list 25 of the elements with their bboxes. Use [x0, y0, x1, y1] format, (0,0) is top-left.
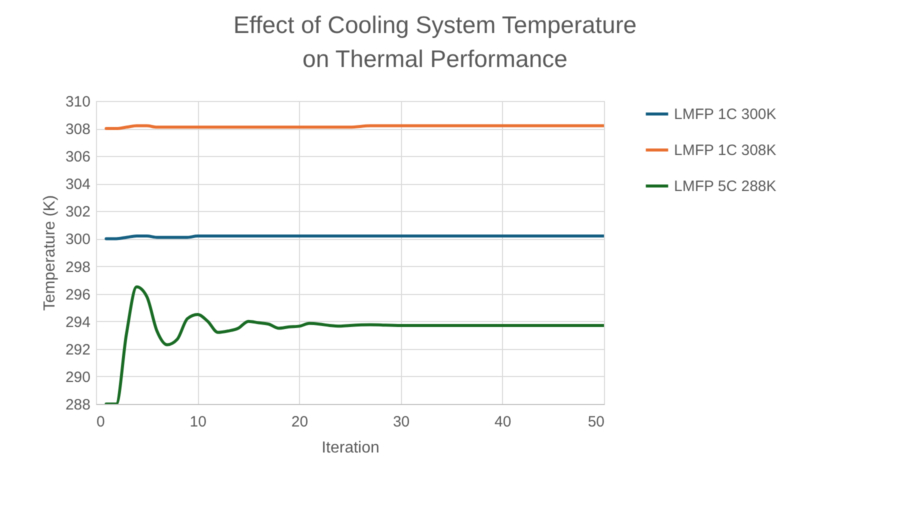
line-series — [104, 285, 604, 404]
y-tick-label: 306 — [65, 148, 90, 166]
x-tick-label: 50 — [588, 414, 604, 430]
y-tick-label: 296 — [65, 286, 90, 304]
x-tick-label: 40 — [494, 414, 512, 430]
legend-label: LMFP 5C 288K — [674, 178, 776, 195]
y-tick-label: 298 — [65, 258, 90, 276]
y-tick-label: 310 — [65, 94, 90, 110]
y-tick-label: 290 — [65, 368, 90, 386]
y-tick-label: 294 — [65, 314, 90, 331]
x-tick-label: 20 — [291, 414, 308, 430]
y-tick-label: 302 — [65, 204, 90, 221]
x-tick-label: 30 — [392, 414, 410, 430]
legend-label: LMFP 1C 308K — [674, 142, 776, 159]
x-tick-label: 0 — [96, 414, 105, 430]
chart-title: Effect of Cooling System Temperature on Thermal Performance — [233, 12, 637, 73]
y-tick-label: 300 — [65, 231, 90, 248]
legend-label: LMFP 1C 300K — [674, 106, 776, 123]
x-tick-label: 10 — [190, 414, 206, 430]
y-tick-label: 308 — [65, 121, 90, 138]
y-tick-label: 304 — [65, 176, 90, 194]
y-tick-label: 288 — [65, 396, 90, 414]
x-axis-title: Iteration — [322, 440, 380, 456]
y-tick-label: 292 — [65, 341, 90, 358]
y-axis-title: Temperature (K) — [41, 195, 58, 311]
